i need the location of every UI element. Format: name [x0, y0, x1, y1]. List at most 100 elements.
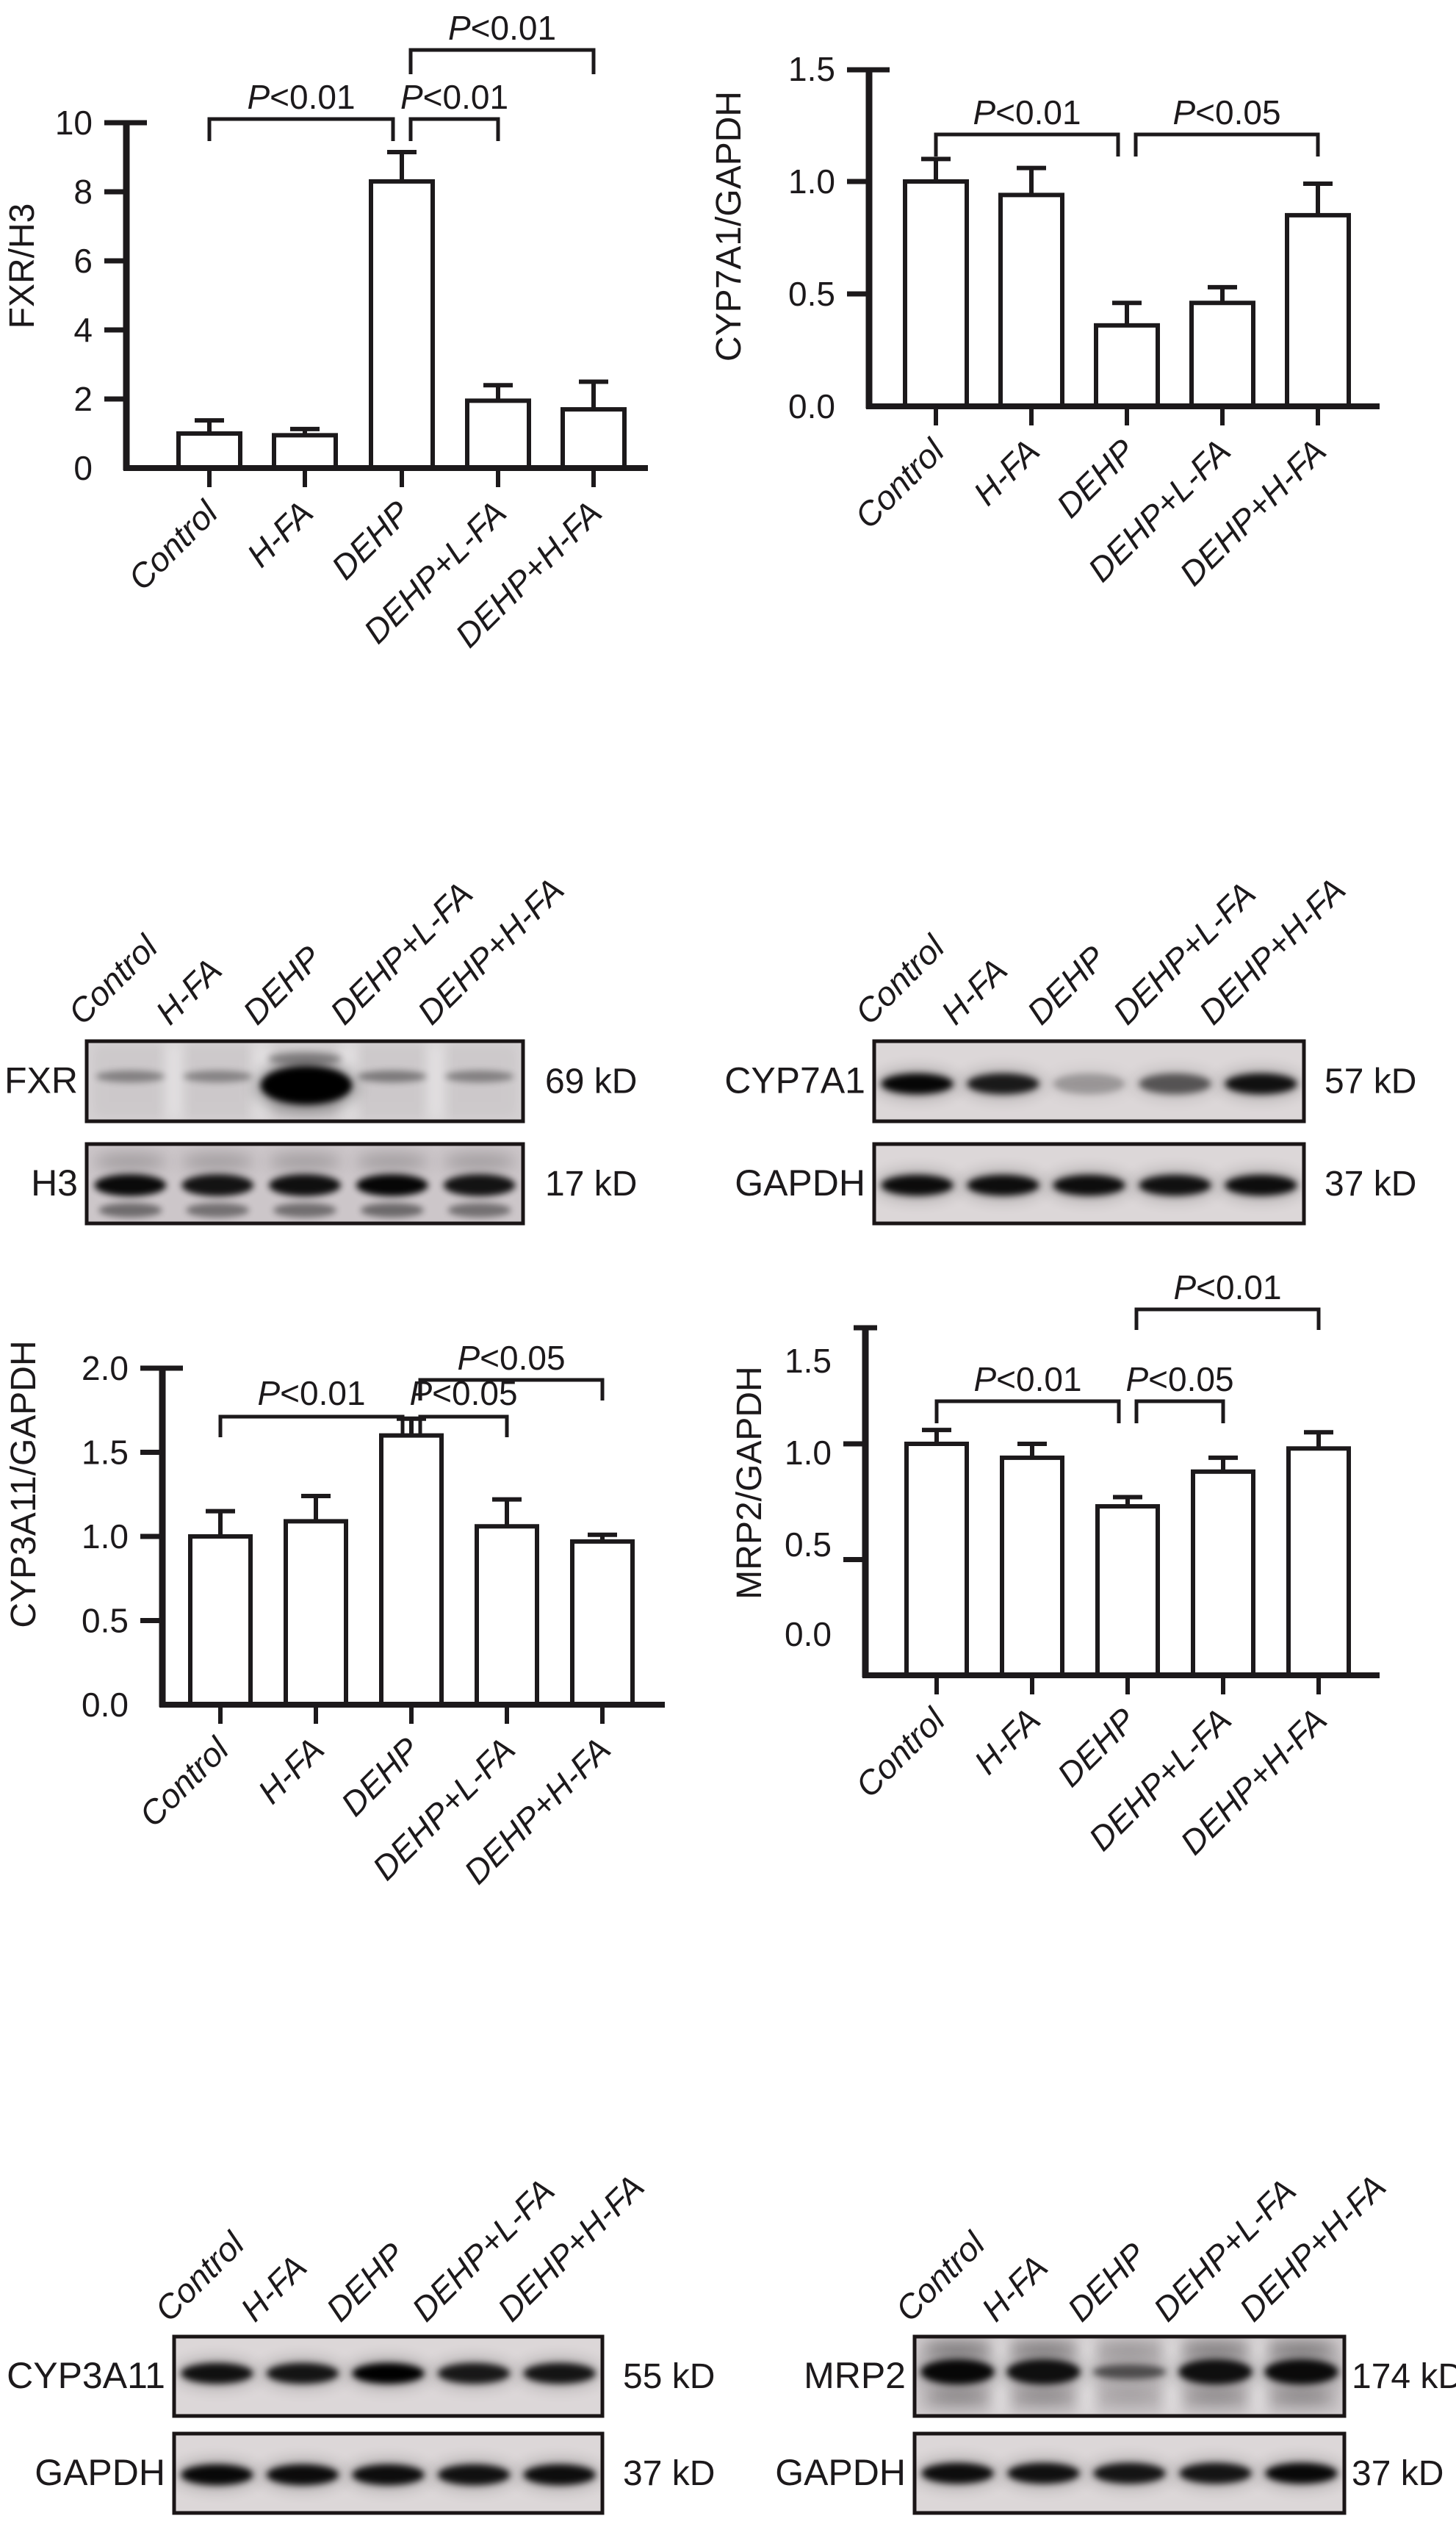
- y-tick-label: 0.5: [785, 1525, 832, 1564]
- protein-label: CYP3A11: [7, 2355, 165, 2396]
- y-tick-label: 0.0: [785, 1615, 832, 1653]
- blot-strip-FXR: [84, 1039, 525, 1123]
- bar-DEHP: [1094, 323, 1160, 409]
- x-tick-label: Control: [847, 431, 952, 536]
- protein-label: MRP2: [804, 2355, 906, 2396]
- x-tick-label: H-FA: [966, 431, 1047, 512]
- bar-Control: [188, 1534, 253, 1707]
- protein-label: H3: [31, 1162, 78, 1204]
- molecular-weight-label: 17 kD: [545, 1165, 637, 1204]
- molecular-weight-label: 57 kD: [1325, 1062, 1416, 1101]
- blot-border: [172, 2431, 605, 2515]
- bar-H-FA: [272, 433, 338, 470]
- p-value-label: P<0.05: [1172, 93, 1280, 132]
- blot-border: [872, 1142, 1306, 1226]
- blot-strip-GAPDH: [912, 2431, 1347, 2515]
- bar-DEHP+H-FA: [570, 1539, 635, 1708]
- blot-border: [872, 1039, 1306, 1123]
- blot-border: [912, 2431, 1347, 2515]
- significance-bracket: [207, 117, 395, 141]
- x-tick-label: DEHP: [1050, 1700, 1143, 1794]
- significance-bracket: [1134, 1399, 1225, 1423]
- lane-label: Control: [888, 2223, 993, 2329]
- significance-bracket: [408, 117, 500, 141]
- y-tick-label: 0.5: [82, 1602, 129, 1640]
- y-tick-label: 1.0: [785, 1434, 832, 1472]
- p-value-label: P<0.01: [448, 9, 556, 47]
- blot-border: [84, 1142, 525, 1226]
- x-tick-label: H-FA: [967, 1700, 1048, 1781]
- bar-DEHP+L-FA: [1189, 301, 1255, 409]
- protein-label: GAPDH: [35, 2452, 165, 2493]
- x-tick-label: DEHP: [1049, 431, 1142, 525]
- y-tick-label: 2.0: [82, 1349, 129, 1387]
- molecular-weight-label: 37 kD: [1325, 1165, 1416, 1204]
- blot-strip-GAPDH: [872, 1142, 1306, 1226]
- y-axis-title: CYP3A11/GAPDH: [4, 1340, 43, 1628]
- blot-strip-GAPDH: [172, 2431, 605, 2515]
- significance-bracket: [1134, 1307, 1321, 1330]
- lane-label: H-FA: [934, 951, 1014, 1032]
- significance-bracket: [418, 1378, 605, 1400]
- y-axis-title: CYP7A1/GAPDH: [710, 91, 749, 362]
- bar-DEHP+H-FA: [1285, 212, 1351, 409]
- lane-label: DEHP: [1060, 2235, 1153, 2329]
- p-value-label: P<0.01: [973, 1360, 1081, 1398]
- blot-strip-CYP3A11: [172, 2334, 605, 2418]
- y-tick-label: 4: [73, 311, 93, 349]
- y-tick-label: 1.0: [788, 162, 835, 201]
- y-tick-label: 2: [73, 380, 93, 418]
- lane-label: H-FA: [233, 2248, 314, 2329]
- x-tick-label: Control: [120, 492, 226, 597]
- bar-Control: [903, 179, 969, 409]
- bar-DEHP: [379, 1433, 444, 1707]
- lane-label: DEHP: [235, 938, 328, 1032]
- significance-bracket: [218, 1414, 405, 1437]
- y-tick-label: 8: [73, 173, 93, 211]
- bar-DEHP+L-FA: [1191, 1469, 1255, 1678]
- p-value-label: P<0.01: [1173, 1268, 1281, 1306]
- significance-bracket: [1134, 132, 1320, 157]
- y-tick-label: 0: [73, 449, 93, 487]
- bar-H-FA: [1000, 1455, 1064, 1678]
- y-tick-label: 1.0: [82, 1517, 129, 1556]
- p-value-label: P<0.01: [257, 1374, 365, 1412]
- protein-label: GAPDH: [735, 1162, 865, 1204]
- molecular-weight-label: 174 kD: [1352, 2357, 1456, 2396]
- blot-strip-H3: [84, 1142, 525, 1226]
- bar-DEHP+H-FA: [1286, 1446, 1351, 1678]
- y-tick-label: 1.5: [785, 1342, 832, 1380]
- x-tick-label: H-FA: [251, 1730, 331, 1811]
- x-tick-label: DEHP: [324, 493, 417, 586]
- significance-bracket: [934, 1399, 1121, 1423]
- bar-DEHP+L-FA: [475, 1524, 539, 1708]
- bar-Control: [176, 431, 242, 470]
- blot-border: [172, 2334, 605, 2418]
- protein-label: CYP7A1: [724, 1060, 865, 1101]
- y-axis-title: FXR/H3: [3, 204, 42, 329]
- lane-label: Control: [61, 927, 166, 1032]
- x-tick-label: H-FA: [239, 493, 320, 574]
- y-axis-title: MRP2/GAPDH: [730, 1366, 769, 1599]
- lane-label: DEHP: [319, 2235, 412, 2329]
- bar-DEHP+H-FA: [561, 407, 627, 470]
- protein-label: FXR: [4, 1060, 78, 1101]
- y-tick-label: 1.5: [788, 50, 835, 88]
- lane-label: H-FA: [974, 2248, 1055, 2329]
- molecular-weight-label: 69 kD: [545, 1062, 637, 1101]
- bar-H-FA: [998, 193, 1064, 409]
- lane-label: Control: [848, 927, 953, 1032]
- y-tick-label: 0.0: [82, 1686, 129, 1724]
- p-value-label: P<0.05: [1125, 1360, 1233, 1398]
- y-tick-label: 0.5: [788, 275, 835, 313]
- y-tick-label: 1.5: [82, 1434, 129, 1472]
- blot-border: [912, 2334, 1347, 2418]
